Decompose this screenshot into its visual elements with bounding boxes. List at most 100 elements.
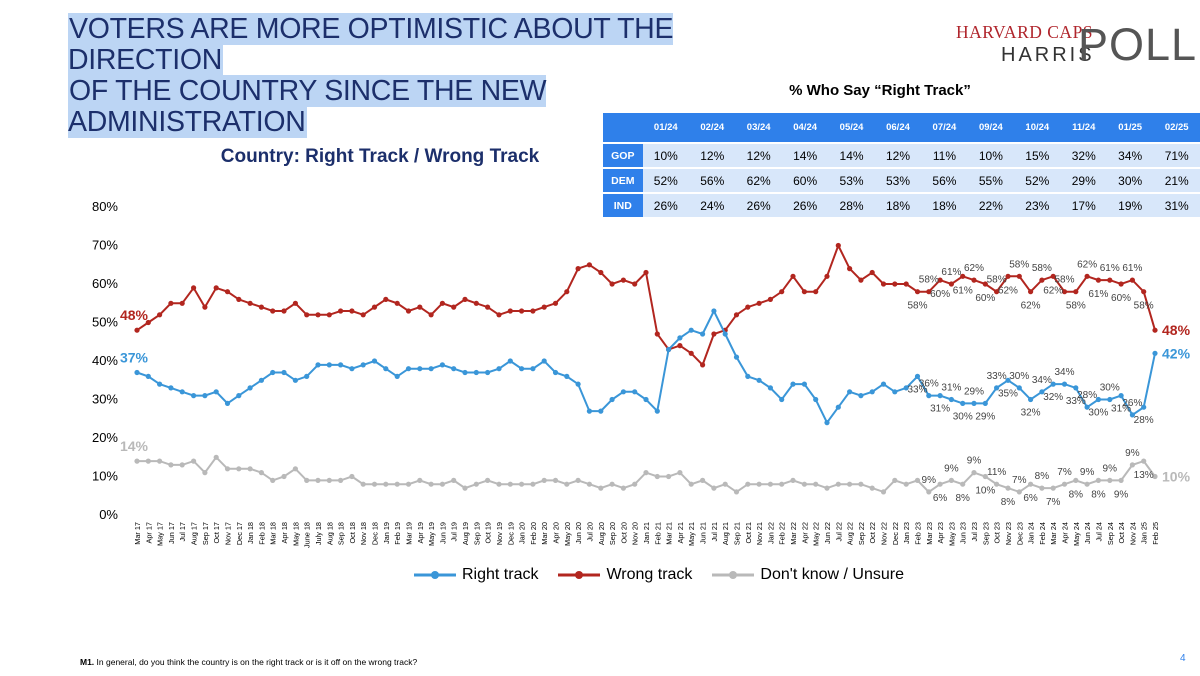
data-point-unsure	[880, 489, 887, 495]
data-point-unsure	[462, 485, 468, 491]
data-point-wrong	[202, 304, 208, 310]
data-label-wrong: 60%	[975, 293, 995, 304]
data-point-right	[247, 385, 253, 391]
y-tick-label: 50%	[92, 315, 118, 330]
table-cell: 26%	[781, 192, 829, 217]
data-point-unsure	[439, 481, 445, 487]
data-point-unsure	[202, 470, 208, 476]
table-cell: 14%	[828, 142, 875, 168]
data-point-wrong	[1005, 273, 1011, 279]
data-point-right	[971, 400, 977, 406]
table-column-header: 10/24	[1014, 113, 1061, 143]
data-point-right	[349, 366, 355, 372]
data-point-right	[801, 381, 808, 387]
data-label-right: 33%	[1066, 396, 1086, 407]
data-point-right	[892, 389, 898, 395]
data-point-unsure	[496, 481, 502, 487]
table-column-header: 07/24	[921, 113, 968, 143]
table-cell: 62%	[735, 167, 782, 193]
data-label-unsure: 11%	[987, 467, 1006, 478]
data-point-right	[496, 366, 502, 372]
data-point-unsure	[632, 481, 638, 487]
data-label-right: 26%	[1122, 398, 1142, 409]
data-label-unsure: 13%	[1134, 470, 1154, 481]
x-tick-label: Jun 21	[699, 522, 708, 544]
data-point-unsure	[383, 481, 389, 487]
data-point-unsure	[134, 458, 140, 464]
data-point-wrong	[258, 304, 264, 310]
data-point-unsure	[1084, 481, 1090, 487]
data-label-unsure: 8%	[1035, 471, 1050, 482]
data-point-unsure	[937, 481, 943, 487]
data-point-wrong	[779, 289, 785, 295]
data-point-wrong	[179, 300, 185, 306]
table-row-label: IND	[603, 192, 643, 217]
data-point-wrong	[756, 300, 762, 306]
data-point-unsure	[360, 481, 366, 487]
data-point-unsure	[157, 458, 163, 464]
table-cell: 24%	[689, 192, 736, 217]
data-point-wrong	[700, 362, 706, 368]
x-tick-label: Jan 23	[902, 522, 911, 544]
x-tick-label: Oct 23	[993, 522, 1002, 544]
data-point-right	[157, 381, 163, 387]
data-point-unsure	[552, 477, 559, 483]
data-point-right	[1118, 393, 1124, 399]
data-point-right	[338, 362, 344, 368]
table-cell: 26%	[735, 192, 782, 217]
data-point-right	[982, 400, 988, 406]
x-tick-label: May 23	[947, 522, 956, 546]
data-point-unsure	[722, 481, 728, 487]
data-point-unsure	[224, 466, 231, 472]
data-point-unsure	[801, 481, 808, 487]
x-tick-label: May 17	[156, 522, 165, 546]
data-point-right	[530, 366, 536, 372]
x-tick-label: Sep 24	[1106, 522, 1115, 545]
x-tick-label: Aug 22	[846, 522, 855, 545]
table-column-header: 11/24	[1060, 113, 1107, 143]
data-point-right	[258, 377, 264, 383]
data-point-right	[575, 381, 581, 387]
data-point-wrong	[960, 273, 966, 279]
data-label-wrong: 61%	[941, 267, 961, 278]
data-point-right	[835, 404, 841, 410]
legend-item-unsure: Don't know / Unsure	[712, 566, 904, 584]
data-point-unsure	[598, 485, 604, 491]
table-column-header: 03/24	[735, 113, 782, 143]
data-point-unsure	[270, 477, 276, 483]
data-point-unsure	[756, 481, 762, 487]
data-point-wrong	[1039, 277, 1045, 283]
data-point-right	[541, 358, 547, 364]
data-point-right	[1073, 385, 1079, 391]
data-point-right	[643, 396, 649, 403]
x-tick-label: Jun 20	[574, 522, 583, 544]
data-point-right	[1050, 381, 1056, 387]
data-point-right	[1028, 396, 1034, 403]
x-tick-label: Sep 17	[201, 522, 210, 545]
x-tick-label: Apr 23	[936, 522, 945, 544]
x-tick-label: Jan 21	[642, 522, 651, 544]
data-label-unsure: 8%	[1001, 497, 1016, 508]
data-point-right	[417, 366, 423, 372]
data-point-right	[790, 381, 796, 387]
series-line-wrong	[136, 242, 1156, 367]
data-point-unsure	[168, 462, 174, 468]
x-tick-label: Jun 23	[959, 522, 968, 544]
data-label-wrong: 61%	[1122, 263, 1142, 274]
data-label-right: 29%	[964, 386, 984, 397]
data-label-right: 33%	[907, 384, 927, 395]
x-tick-label: Nov 21	[755, 522, 764, 545]
data-point-unsure	[914, 477, 921, 483]
data-point-wrong	[654, 331, 660, 337]
data-point-right	[948, 396, 955, 403]
data-point-right	[609, 396, 615, 403]
data-point-wrong	[1107, 277, 1113, 283]
table-column-header: 04/24	[781, 113, 829, 143]
data-point-wrong	[1016, 273, 1022, 279]
table-cell: 53%	[828, 167, 875, 193]
table-column-header: 06/24	[874, 113, 922, 143]
data-label-unsure: 9%	[944, 463, 959, 474]
data-point-unsure	[847, 481, 853, 487]
x-tick-label: Apr 21	[676, 522, 685, 544]
data-point-right	[1005, 377, 1011, 383]
